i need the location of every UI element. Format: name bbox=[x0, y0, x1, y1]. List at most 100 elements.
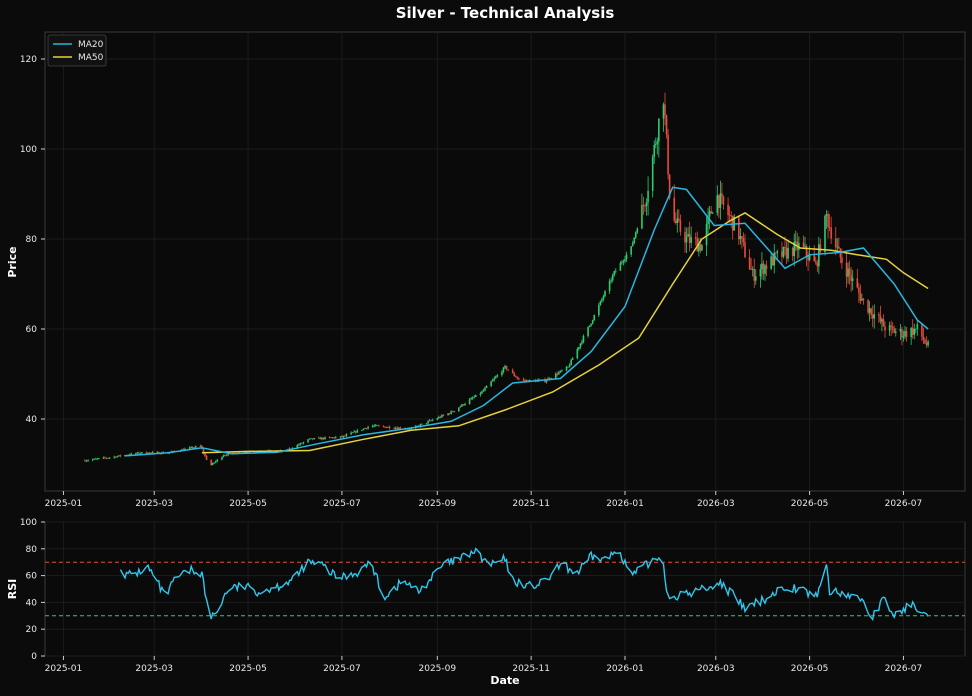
candle-up bbox=[453, 411, 456, 412]
candle-up bbox=[216, 459, 219, 462]
candle-up bbox=[719, 193, 722, 209]
candle-down bbox=[771, 256, 774, 266]
candle-up bbox=[708, 211, 711, 217]
candle-up bbox=[927, 341, 929, 346]
candle-up bbox=[339, 436, 342, 438]
candle-up bbox=[362, 428, 365, 430]
price-axis-label: Price bbox=[6, 246, 19, 277]
candle-up bbox=[102, 457, 105, 459]
price-grid bbox=[45, 32, 965, 491]
candle-down bbox=[382, 425, 385, 427]
candle-up bbox=[148, 452, 151, 454]
price-x-ticks: 2025-01 2025-03 2025-05 2025-07 2025-09 2025-… bbox=[45, 491, 922, 509]
price-x-tick-label: 2026-05 bbox=[791, 499, 829, 509]
candle-up bbox=[428, 420, 431, 422]
candle-down bbox=[114, 456, 117, 458]
price-x-tick-label: 2025-11 bbox=[512, 499, 550, 509]
candle-up bbox=[873, 314, 876, 319]
legend-box bbox=[47, 34, 107, 67]
candle-up bbox=[308, 438, 311, 440]
candle-up bbox=[587, 327, 589, 337]
ma20-line bbox=[124, 186, 929, 457]
candle-down bbox=[668, 174, 671, 198]
candle-up bbox=[188, 447, 191, 449]
candle-up bbox=[787, 247, 789, 259]
candle-down bbox=[819, 244, 822, 253]
candle-down bbox=[365, 428, 368, 429]
candle-up bbox=[222, 455, 225, 458]
candle-up bbox=[611, 275, 614, 281]
candle-up bbox=[493, 378, 496, 380]
candle-down bbox=[845, 262, 848, 277]
candle-up bbox=[654, 143, 657, 145]
candle-up bbox=[754, 276, 757, 281]
candle-up bbox=[134, 453, 137, 455]
candle-up bbox=[482, 390, 485, 392]
rsi-plot-area bbox=[44, 521, 966, 657]
rsi-line bbox=[119, 547, 929, 622]
price-x-tick-label: 2025-07 bbox=[323, 499, 361, 509]
candle-down bbox=[748, 257, 751, 270]
candle-up bbox=[739, 236, 742, 240]
candle-up bbox=[568, 365, 571, 367]
candle-up bbox=[141, 452, 143, 454]
candle-up bbox=[447, 413, 449, 416]
candle-up bbox=[581, 341, 583, 344]
candle-up bbox=[868, 308, 871, 313]
candle-up bbox=[108, 457, 111, 459]
candle-down bbox=[674, 220, 677, 223]
candle-down bbox=[738, 216, 740, 240]
candle-down bbox=[891, 326, 894, 329]
candle-down bbox=[828, 227, 831, 228]
candle-up bbox=[427, 421, 429, 424]
candle-up bbox=[662, 104, 665, 119]
candle-up bbox=[588, 325, 591, 328]
rsi-x-tick-label: 2025-05 bbox=[229, 664, 267, 674]
candle-up bbox=[759, 269, 762, 277]
candle-up bbox=[224, 455, 226, 457]
candle-up bbox=[450, 411, 452, 414]
candle-down bbox=[679, 220, 682, 232]
candle-down bbox=[138, 452, 140, 454]
candle-down bbox=[150, 452, 152, 454]
candle-up bbox=[421, 423, 423, 425]
candle-up bbox=[494, 376, 497, 379]
candle-down bbox=[850, 274, 852, 281]
candle-down bbox=[807, 255, 809, 261]
candle-up bbox=[87, 460, 89, 462]
candle-up bbox=[367, 427, 369, 429]
candle-down bbox=[816, 262, 819, 267]
candle-up bbox=[914, 328, 917, 330]
candle-down bbox=[442, 415, 445, 416]
candle-down bbox=[399, 427, 402, 429]
candle-down bbox=[684, 231, 686, 243]
candle-up bbox=[398, 427, 400, 429]
candle-down bbox=[921, 324, 923, 337]
candle-up bbox=[496, 375, 499, 377]
candle-down bbox=[893, 328, 896, 333]
candle-up bbox=[770, 256, 772, 269]
candle-up bbox=[904, 330, 906, 337]
candle-down bbox=[678, 218, 680, 221]
price-x-tick-label: 2026-03 bbox=[697, 499, 735, 509]
candle-up bbox=[894, 331, 897, 333]
candle-up bbox=[593, 315, 596, 321]
candle-down bbox=[556, 373, 559, 375]
candle-up bbox=[136, 452, 139, 454]
price-x-tick-label: 2025-03 bbox=[135, 499, 173, 509]
candle-up bbox=[630, 246, 632, 255]
candle-up bbox=[567, 366, 569, 368]
candle-up bbox=[625, 254, 628, 260]
candle-up bbox=[298, 444, 300, 446]
candle-up bbox=[651, 156, 654, 191]
candle-up bbox=[565, 366, 568, 371]
candle-down bbox=[742, 237, 745, 243]
candle-up bbox=[558, 372, 560, 375]
candle-up bbox=[624, 259, 626, 262]
candle-down bbox=[862, 298, 865, 300]
candle-up bbox=[647, 190, 649, 203]
candle-up bbox=[658, 118, 660, 142]
candle-down bbox=[741, 236, 743, 238]
rsi-y-tick-label: 0 bbox=[31, 652, 37, 662]
